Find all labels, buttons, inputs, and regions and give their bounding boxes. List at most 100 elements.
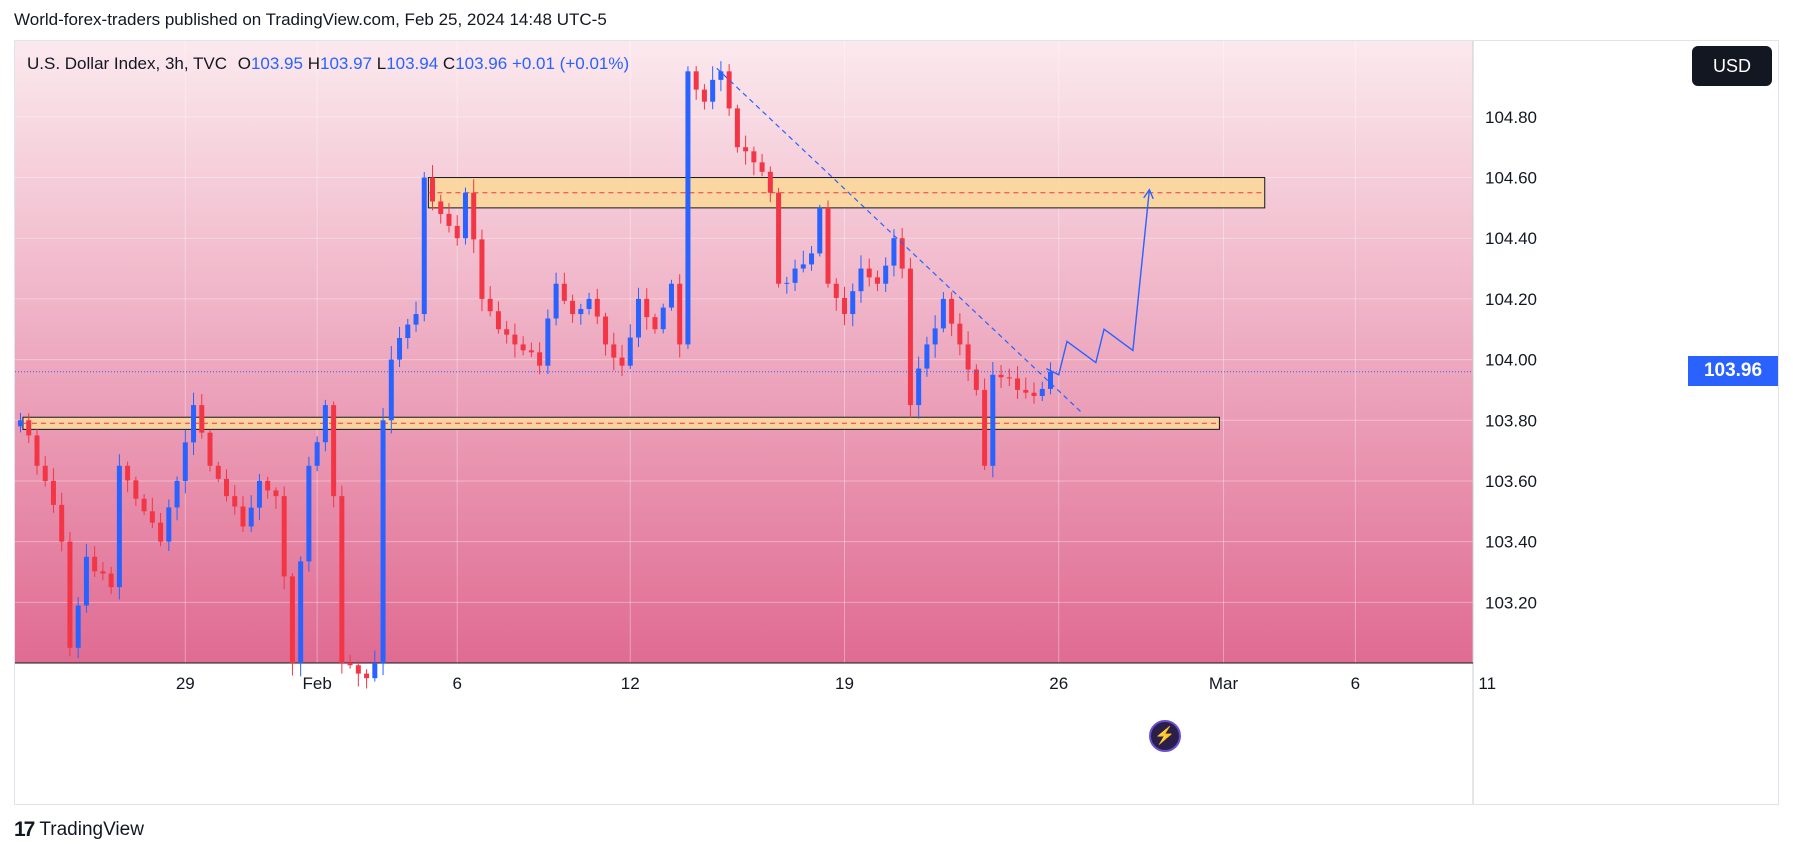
candle-body	[405, 324, 411, 339]
candle-body	[339, 496, 345, 663]
legend-title: U.S. Dollar Index, 3h, TVC	[27, 54, 227, 73]
x-tick-label: 12	[621, 674, 640, 693]
candle-body	[462, 192, 468, 239]
candle-body	[364, 673, 370, 679]
y-tick-label: 104.40	[1485, 229, 1537, 248]
candle-body	[495, 311, 501, 330]
tradingview-logo-icon: 17	[14, 818, 35, 841]
candle-body	[421, 177, 427, 315]
candle-body	[603, 316, 609, 345]
candle-body	[660, 307, 666, 330]
footer-brand: TradingView	[39, 819, 144, 840]
x-tick-label: 26	[1049, 674, 1068, 693]
candle-body	[256, 480, 262, 508]
candle-body	[611, 344, 617, 358]
candle-body	[850, 291, 856, 315]
candle-body	[281, 496, 287, 577]
candle-body	[232, 496, 238, 507]
candle-body	[940, 298, 946, 329]
candle-body	[215, 465, 221, 479]
candle-body	[570, 300, 576, 315]
candle-body	[998, 374, 1004, 378]
legend-low: 103.94	[386, 54, 439, 73]
candle-body	[512, 334, 518, 345]
candle-body	[298, 561, 304, 663]
candle-body	[388, 359, 394, 421]
currency-button[interactable]: USD	[1692, 46, 1772, 86]
candle-body	[767, 171, 773, 193]
candle-body	[924, 344, 930, 369]
candle-body	[1048, 371, 1053, 389]
candle-body	[528, 350, 534, 353]
candle-body	[273, 490, 279, 497]
legend-high: 103.97	[319, 54, 372, 73]
candle-body	[149, 511, 155, 523]
publisher-caption: World-forex-traders published on Trading…	[14, 10, 607, 29]
legend-close: 103.96	[455, 54, 508, 73]
candle-body	[42, 465, 48, 481]
candle-body	[899, 238, 905, 269]
time-scale-background	[15, 663, 1473, 804]
candle-body	[907, 268, 913, 406]
y-tick-label: 104.80	[1485, 108, 1537, 127]
candle-body	[553, 283, 559, 319]
candle-body	[586, 298, 592, 309]
candle-body	[430, 177, 435, 202]
candle-body	[158, 522, 164, 542]
candle-body	[108, 573, 114, 588]
candle-body	[26, 420, 32, 436]
candle-body	[578, 308, 584, 315]
candle-body	[990, 374, 996, 466]
plot-background	[15, 41, 1473, 663]
candle-body	[224, 478, 229, 497]
y-tick-label: 104.20	[1485, 290, 1537, 309]
chart-legend: U.S. Dollar Index, 3h, TVC O103.95 H103.…	[27, 54, 629, 74]
candle-body	[792, 268, 798, 283]
candle-body	[619, 357, 625, 366]
candle-body	[726, 71, 732, 109]
candle-body	[627, 337, 633, 366]
candle-body	[718, 71, 724, 80]
candle-body	[776, 192, 782, 284]
candle-body	[957, 323, 963, 345]
legend-high-label: H	[307, 54, 320, 73]
last-price-label: 103.96	[1688, 355, 1778, 386]
projection-path	[1046, 189, 1151, 376]
trend-line	[716, 67, 1084, 415]
lightning-bolt-icon[interactable]: ⚡	[1149, 720, 1181, 752]
candle-body	[306, 465, 312, 562]
candle-body	[182, 442, 188, 481]
candle-body	[636, 298, 641, 338]
candle-body	[207, 432, 213, 466]
candle-body	[685, 71, 691, 345]
chart-pane[interactable]: 29 Feb 6 12 19 26 Mar 6 11 104.80 104.60 104.40 104.…	[14, 40, 1779, 805]
candle-body	[1031, 392, 1037, 396]
candle-body	[18, 420, 23, 427]
candle-body	[413, 314, 419, 325]
x-tick-label: 6	[1351, 674, 1360, 693]
candle-body	[874, 277, 880, 284]
x-tick-label: 19	[835, 674, 854, 693]
candle-body	[1023, 389, 1029, 393]
candle-body	[471, 192, 477, 240]
candle-body	[652, 317, 658, 330]
candle-body	[240, 506, 246, 527]
candle-body	[331, 405, 337, 497]
candle-body	[67, 541, 73, 648]
candle-body	[50, 480, 56, 505]
candle-body	[446, 213, 452, 226]
candle-body	[479, 239, 485, 299]
candle-body	[561, 283, 567, 301]
candle-body	[809, 253, 815, 265]
candle-body	[734, 108, 740, 148]
candle-body	[372, 663, 378, 679]
candlestick-chart[interactable]: 29 Feb 6 12 19 26 Mar 6 11 104.80 104.60 104.40 104.…	[15, 41, 1779, 805]
candle-body	[817, 207, 823, 254]
candle-body	[92, 556, 98, 572]
candles	[18, 61, 1053, 689]
candle-body	[504, 329, 510, 335]
candle-body	[784, 282, 790, 284]
y-tick-label: 104.60	[1485, 169, 1537, 188]
candle-body	[380, 420, 386, 663]
candle-body	[520, 344, 526, 351]
